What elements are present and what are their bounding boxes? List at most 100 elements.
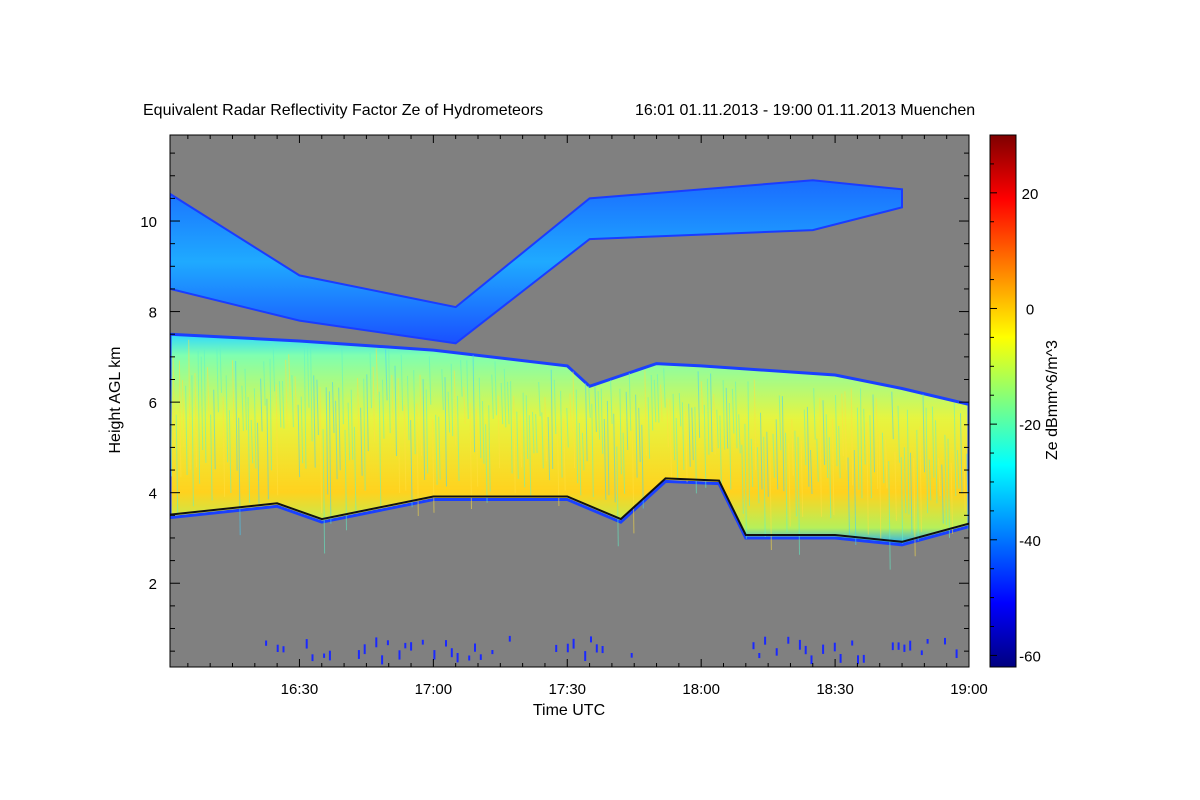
x-tick-label: 19:00 <box>950 681 988 698</box>
x-tick-label: 17:00 <box>415 681 453 698</box>
clutter-echo <box>456 653 459 663</box>
streak <box>763 436 766 538</box>
colorbar-tick-label: -60 <box>1019 648 1041 665</box>
clutter-echo <box>450 648 453 658</box>
streak <box>869 415 872 499</box>
streak <box>191 375 194 507</box>
streak <box>928 459 932 501</box>
streak <box>591 403 594 498</box>
streak <box>285 359 288 428</box>
clutter-echo <box>775 648 778 656</box>
streak <box>182 380 185 447</box>
streak <box>919 426 922 532</box>
streak <box>447 391 451 433</box>
streak <box>472 354 476 453</box>
streak <box>744 423 747 539</box>
streak <box>760 412 763 490</box>
streak <box>416 403 419 517</box>
streak <box>953 402 957 497</box>
streak <box>894 451 897 521</box>
clutter-echo <box>955 649 958 659</box>
clutter-echo <box>787 636 790 644</box>
y-tick-label: 2 <box>149 576 157 593</box>
streak <box>800 440 804 517</box>
streak <box>453 370 457 446</box>
streak <box>422 379 426 481</box>
streak <box>478 377 482 459</box>
clutter-echo <box>804 645 807 655</box>
streak <box>622 432 626 494</box>
reflectivity-field <box>170 179 969 665</box>
streak <box>610 380 613 424</box>
streak <box>372 366 376 442</box>
clutter-echo <box>926 639 929 644</box>
clutter-echo <box>491 650 494 655</box>
streak <box>960 413 963 494</box>
clutter-echo <box>404 642 407 649</box>
streak <box>238 417 241 536</box>
streak <box>910 452 913 535</box>
streak <box>903 447 907 514</box>
clutter-echo <box>891 642 894 651</box>
x-axis: 16:30 17:00 17:30 18:00 18:30 19:00 <box>187 135 988 698</box>
streak <box>400 354 404 411</box>
streak <box>572 371 576 469</box>
streak <box>750 438 754 487</box>
streak <box>232 360 235 425</box>
streak <box>600 388 604 454</box>
streak <box>556 425 560 507</box>
streak <box>728 402 732 490</box>
streak <box>413 370 416 455</box>
streak <box>263 361 266 406</box>
x-tick-label: 18:00 <box>682 681 720 698</box>
streak <box>444 377 447 487</box>
streak <box>672 393 676 461</box>
streak <box>291 375 294 428</box>
streak <box>613 413 616 503</box>
streak <box>913 458 916 557</box>
streak <box>625 391 629 451</box>
streak <box>878 433 882 540</box>
streak <box>828 437 832 519</box>
streak <box>875 398 879 490</box>
streak <box>250 419 254 464</box>
streak <box>569 393 572 433</box>
streak <box>813 388 816 440</box>
streak <box>885 439 888 489</box>
streak <box>722 380 726 450</box>
streak <box>756 447 760 504</box>
streak <box>810 449 813 495</box>
streak <box>747 381 750 506</box>
streak <box>188 339 191 470</box>
streak <box>213 389 216 470</box>
streak <box>925 407 929 514</box>
clutter-echo <box>357 650 360 659</box>
x-tick-label: 16:30 <box>281 681 319 698</box>
clutter-echo <box>798 639 801 650</box>
streak <box>497 395 501 469</box>
streak <box>463 387 466 424</box>
streak <box>635 394 638 478</box>
clutter-echo <box>630 653 633 658</box>
streak <box>825 414 829 479</box>
clutter-echo <box>421 639 424 645</box>
streak <box>685 411 688 483</box>
streak <box>247 396 251 503</box>
streak <box>288 354 291 398</box>
streak <box>578 422 582 496</box>
streak <box>897 405 900 463</box>
streak <box>822 400 825 465</box>
clutter-echo <box>323 653 326 658</box>
streak <box>716 409 719 449</box>
streak <box>207 367 210 419</box>
clutter-echo <box>375 637 378 648</box>
streak <box>357 377 360 437</box>
streak <box>275 384 279 496</box>
streak <box>282 381 285 429</box>
streak <box>269 358 272 471</box>
colorbar <box>989 134 1017 668</box>
streak <box>691 407 694 461</box>
streak <box>944 434 947 526</box>
x-axis-label: Time UTC <box>533 702 605 719</box>
streak <box>844 391 847 471</box>
